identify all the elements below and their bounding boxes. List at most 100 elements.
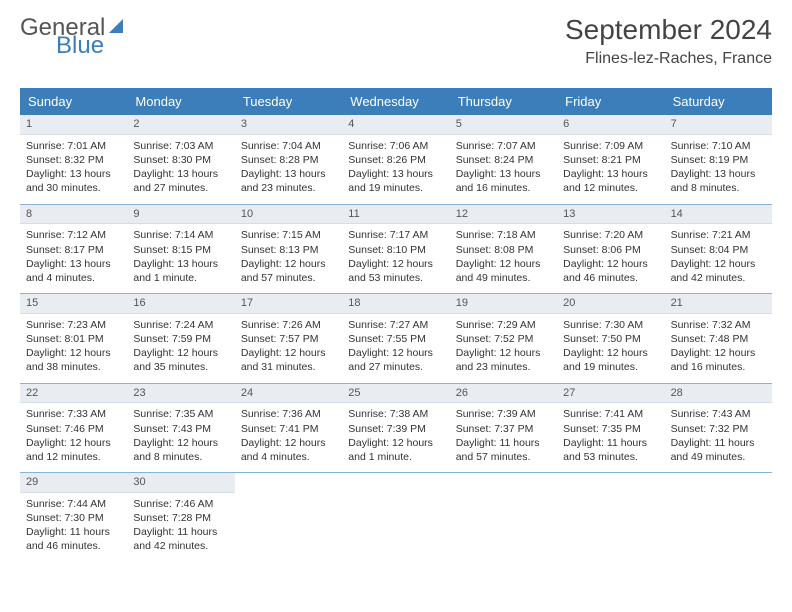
day-cell: 5 Sunrise: 7:07 AMSunset: 8:24 PMDaylight…: [450, 115, 557, 204]
daylight-line: Daylight: 13 hours and 19 minutes.: [348, 167, 443, 195]
sunset-line: Sunset: 7:41 PM: [241, 422, 336, 436]
header: General Blue September 2024 Flines-lez-R…: [20, 14, 772, 68]
logo: General Blue: [20, 14, 123, 42]
day-number: 14: [665, 205, 772, 225]
sunset-line: Sunset: 7:55 PM: [348, 332, 443, 346]
daylight-line: Daylight: 12 hours and 31 minutes.: [241, 346, 336, 374]
sunset-line: Sunset: 8:13 PM: [241, 243, 336, 257]
daylight-line: Daylight: 12 hours and 49 minutes.: [456, 257, 551, 285]
sunrise-line: Sunrise: 7:12 AM: [26, 228, 121, 242]
sunrise-line: Sunrise: 7:14 AM: [133, 228, 228, 242]
day-cell: 15Sunrise: 7:23 AMSunset: 8:01 PMDayligh…: [20, 294, 127, 383]
day-cell: 18Sunrise: 7:27 AMSunset: 7:55 PMDayligh…: [342, 294, 449, 383]
day-number: 13: [557, 205, 664, 225]
day-number: 25: [342, 384, 449, 404]
day-number: 27: [557, 384, 664, 404]
sunset-line: Sunset: 8:21 PM: [563, 153, 658, 167]
weekday-label: Thursday: [450, 88, 557, 115]
sunset-line: Sunset: 7:59 PM: [133, 332, 228, 346]
weekday-label: Monday: [127, 88, 234, 115]
sunrise-line: Sunrise: 7:04 AM: [241, 139, 336, 153]
sunset-line: Sunset: 8:19 PM: [671, 153, 766, 167]
sunset-line: Sunset: 8:04 PM: [671, 243, 766, 257]
day-number: 2: [127, 115, 234, 135]
daylight-line: Daylight: 13 hours and 30 minutes.: [26, 167, 121, 195]
day-number: 22: [20, 384, 127, 404]
sunrise-line: Sunrise: 7:46 AM: [133, 497, 228, 511]
sunrise-line: Sunrise: 7:21 AM: [671, 228, 766, 242]
logo-triangle-icon: [109, 19, 123, 33]
day-number: 16: [127, 294, 234, 314]
day-cell: 8Sunrise: 7:12 AMSunset: 8:17 PMDaylight…: [20, 205, 127, 294]
day-number: 29: [20, 473, 127, 493]
sunrise-line: Sunrise: 7:26 AM: [241, 318, 336, 332]
sunrise-line: Sunrise: 7:30 AM: [563, 318, 658, 332]
daylight-line: Daylight: 12 hours and 53 minutes.: [348, 257, 443, 285]
title-block: September 2024 Flines-lez-Raches, France: [565, 14, 772, 68]
day-cell: 13Sunrise: 7:20 AMSunset: 8:06 PMDayligh…: [557, 205, 664, 294]
sunrise-line: Sunrise: 7:44 AM: [26, 497, 121, 511]
sunrise-line: Sunrise: 7:36 AM: [241, 407, 336, 421]
sunset-line: Sunset: 8:24 PM: [456, 153, 551, 167]
row-separator: [20, 293, 772, 294]
day-cell: 20Sunrise: 7:30 AMSunset: 7:50 PMDayligh…: [557, 294, 664, 383]
day-number: 4: [342, 115, 449, 135]
day-number: 5: [450, 115, 557, 135]
sunrise-line: Sunrise: 7:38 AM: [348, 407, 443, 421]
weekday-label: Wednesday: [342, 88, 449, 115]
day-cell: 11 Sunrise: 7:17 AMSunset: 8:10 PMDayligh…: [342, 205, 449, 294]
daylight-line: Daylight: 11 hours and 46 minutes.: [26, 525, 121, 553]
row-separator: [20, 204, 772, 205]
sunrise-line: Sunrise: 7:20 AM: [563, 228, 658, 242]
daylight-line: Daylight: 13 hours and 1 minute.: [133, 257, 228, 285]
sunrise-line: Sunrise: 7:41 AM: [563, 407, 658, 421]
day-number: 12: [450, 205, 557, 225]
daylight-line: Daylight: 12 hours and 8 minutes.: [133, 436, 228, 464]
day-cell: 26Sunrise: 7:39 AMSunset: 7:37 PMDayligh…: [450, 384, 557, 473]
daylight-line: Daylight: 11 hours and 42 minutes.: [133, 525, 228, 553]
daylight-line: Daylight: 12 hours and 42 minutes.: [671, 257, 766, 285]
day-number: 3: [235, 115, 342, 135]
sunrise-line: Sunrise: 7:17 AM: [348, 228, 443, 242]
daylight-line: Daylight: 12 hours and 16 minutes.: [671, 346, 766, 374]
daylight-line: Daylight: 12 hours and 27 minutes.: [348, 346, 443, 374]
daylight-line: Daylight: 12 hours and 1 minute.: [348, 436, 443, 464]
day-number: 10: [235, 205, 342, 225]
day-number: 11: [342, 205, 449, 225]
sunset-line: Sunset: 7:37 PM: [456, 422, 551, 436]
day-cell: 4 Sunrise: 7:06 AMSunset: 8:26 PMDaylight…: [342, 115, 449, 204]
sunset-line: Sunset: 7:43 PM: [133, 422, 228, 436]
sunrise-line: Sunrise: 7:27 AM: [348, 318, 443, 332]
sunrise-line: Sunrise: 7:03 AM: [133, 139, 228, 153]
day-number: 21: [665, 294, 772, 314]
sunset-line: Sunset: 8:10 PM: [348, 243, 443, 257]
daylight-line: Daylight: 12 hours and 35 minutes.: [133, 346, 228, 374]
sunrise-line: Sunrise: 7:43 AM: [671, 407, 766, 421]
sunset-line: Sunset: 7:39 PM: [348, 422, 443, 436]
day-cell: 21Sunrise: 7:32 AMSunset: 7:48 PMDayligh…: [665, 294, 772, 383]
sunrise-line: Sunrise: 7:10 AM: [671, 139, 766, 153]
daylight-line: Daylight: 13 hours and 16 minutes.: [456, 167, 551, 195]
calendar-weekday-header: SundayMondayTuesdayWednesdayThursdayFrid…: [20, 88, 772, 115]
sunset-line: Sunset: 7:52 PM: [456, 332, 551, 346]
sunset-line: Sunset: 8:28 PM: [241, 153, 336, 167]
sunset-line: Sunset: 8:26 PM: [348, 153, 443, 167]
day-cell: 14 Sunrise: 7:21 AMSunset: 8:04 PMDayligh…: [665, 205, 772, 294]
day-number: 1: [20, 115, 127, 135]
day-number: 26: [450, 384, 557, 404]
day-cell: 17Sunrise: 7:26 AMSunset: 7:57 PMDayligh…: [235, 294, 342, 383]
weekday-label: Tuesday: [235, 88, 342, 115]
day-number: 30: [127, 473, 234, 493]
day-cell: 1Sunrise: 7:01 AMSunset: 8:32 PMDaylight…: [20, 115, 127, 204]
daylight-line: Daylight: 12 hours and 23 minutes.: [456, 346, 551, 374]
daylight-line: Daylight: 13 hours and 12 minutes.: [563, 167, 658, 195]
day-cell: 3Sunrise: 7:04 AMSunset: 8:28 PMDaylight…: [235, 115, 342, 204]
day-number: 17: [235, 294, 342, 314]
weekday-label: Friday: [557, 88, 664, 115]
sunrise-line: Sunrise: 7:06 AM: [348, 139, 443, 153]
sunset-line: Sunset: 7:48 PM: [671, 332, 766, 346]
sunrise-line: Sunrise: 7:07 AM: [456, 139, 551, 153]
day-number: 24: [235, 384, 342, 404]
sunset-line: Sunset: 8:06 PM: [563, 243, 658, 257]
month-title: September 2024: [565, 14, 772, 46]
